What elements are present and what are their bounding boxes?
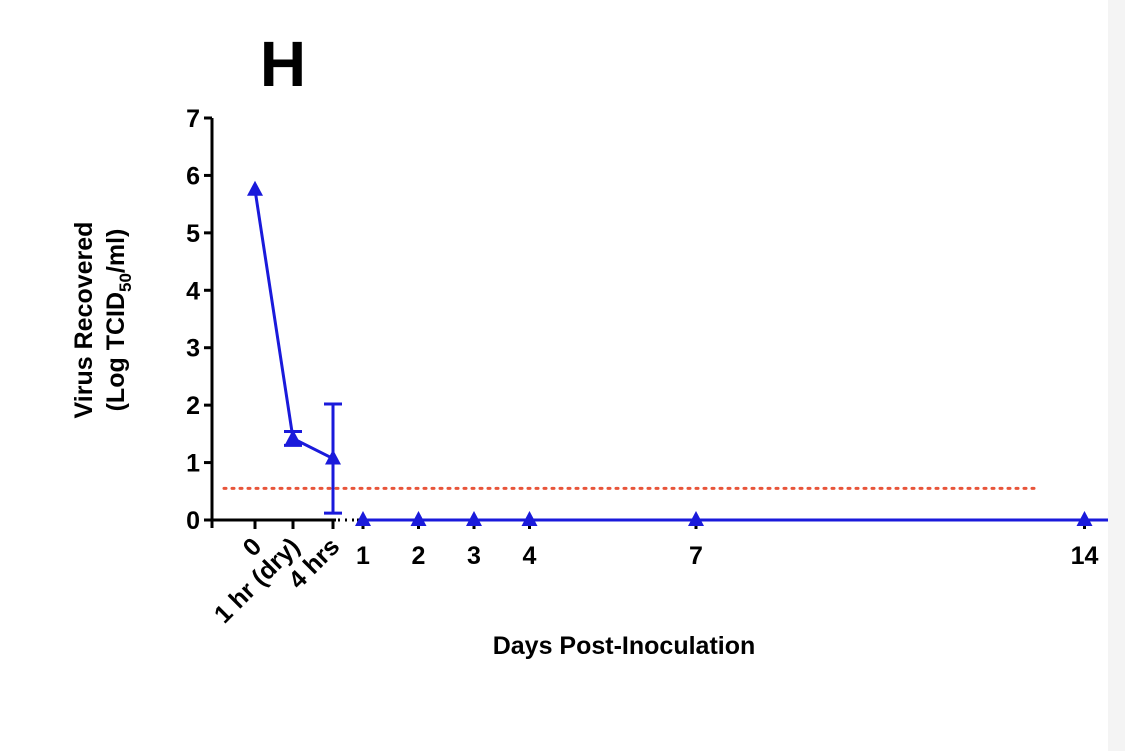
y-tick-label: 6 [186, 162, 200, 190]
y-tick-label: 7 [186, 105, 200, 133]
data-point-triangle [247, 180, 263, 196]
y-tick-label: 4 [186, 277, 200, 305]
y-tick-label: 0 [186, 507, 200, 535]
chart: H Virus Recovered (Log TCID50/ml) Days P… [70, 28, 1125, 660]
series-line-early [253, 189, 334, 460]
data-point-triangle [466, 511, 482, 526]
scrollbar[interactable] [1108, 0, 1125, 751]
plot-marks [222, 180, 1125, 526]
y-tick-label: 2 [186, 392, 200, 420]
y-axis-title-line2: (Log TCID50/ml) [102, 229, 135, 412]
data-point-triangle [325, 449, 341, 465]
x-tick-label: 1 [356, 542, 370, 570]
x-tick-label: 4 [523, 542, 537, 570]
y-axis-title-prefix: (Log TCID [102, 292, 130, 411]
data-point-triangle [688, 511, 704, 526]
panel-label: H [260, 28, 306, 100]
data-point-triangle [1076, 511, 1093, 526]
data-point-triangle [285, 429, 301, 445]
y-axis-title-suffix: /ml) [102, 229, 130, 273]
x-tick-label: 2 [412, 542, 426, 570]
x-axis-title: Days Post-Inoculation [493, 632, 756, 660]
y-tick-label: 3 [186, 335, 200, 363]
y-tick-label: 5 [186, 220, 200, 248]
y-tick-label: 1 [186, 450, 200, 478]
x-tick-label: 14 [1071, 542, 1099, 570]
data-point-triangle [355, 511, 371, 526]
x-tick-label: 3 [467, 542, 481, 570]
data-point-triangle [410, 511, 427, 526]
x-tick-label: 7 [689, 542, 703, 570]
data-point-triangle [521, 511, 538, 526]
y-axis-title-line1: Virus Recovered [70, 222, 98, 419]
figure-page: H Virus Recovered (Log TCID50/ml) Days P… [70, 28, 1125, 660]
y-axis-title: Virus Recovered (Log TCID50/ml) [70, 222, 135, 419]
y-axis-title-subscript: 50 [116, 273, 135, 292]
